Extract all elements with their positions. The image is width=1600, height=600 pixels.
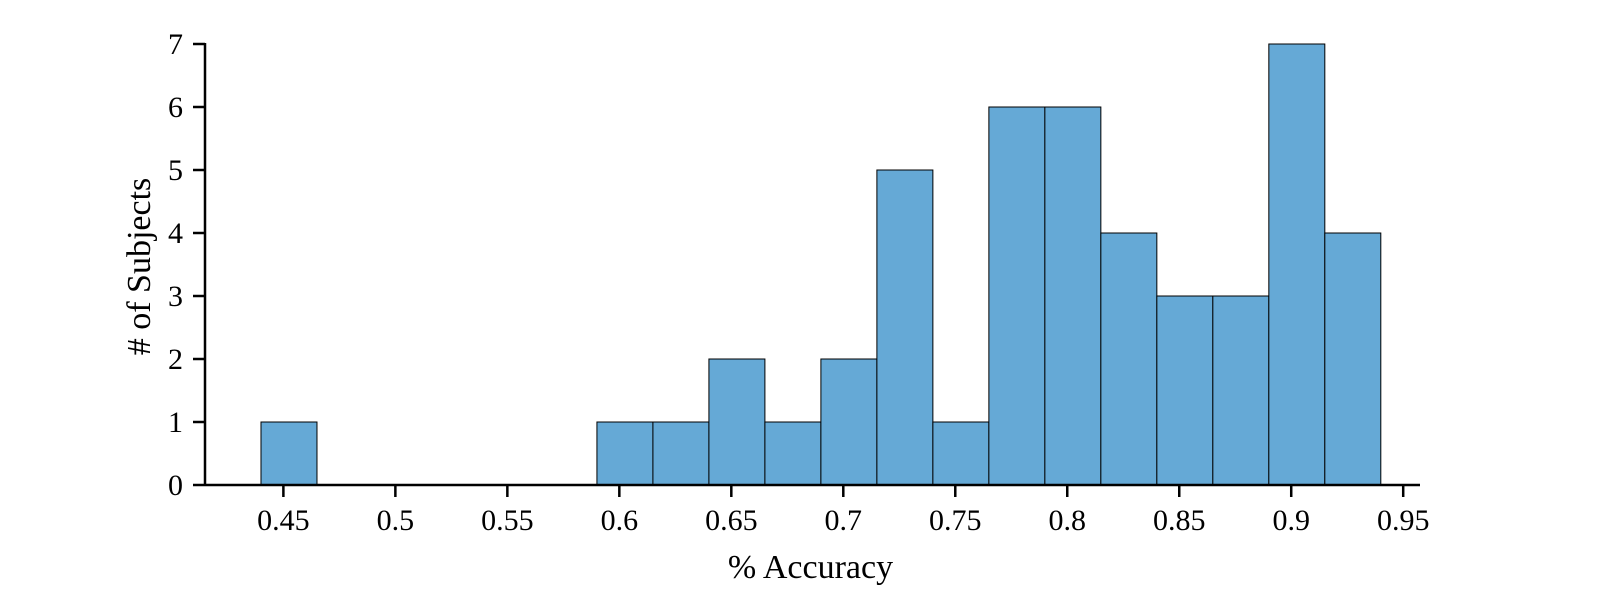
y-axis-ticks: 0 1 2 3 4 5 6 7 [168,28,205,502]
y-tick-label: 7 [168,28,183,61]
x-axis-title: % Accuracy [728,549,893,586]
x-tick-label: 0.55 [481,504,534,537]
y-axis-title: # of Subjects [121,178,158,356]
x-tick-label: 0.65 [705,504,758,537]
histogram-bar [596,421,654,486]
histogram-bar [932,421,990,486]
bars-group [260,43,1382,486]
y-tick-label: 5 [168,154,183,187]
x-tick-label: 0.9 [1272,504,1310,537]
x-tick-label: 0.7 [825,504,863,537]
y-tick-label: 2 [168,343,183,376]
x-tick-label: 0.8 [1049,504,1087,537]
histogram-bar [1100,232,1158,486]
x-tick-label: 0.75 [929,504,982,537]
x-tick-label: 0.45 [257,504,310,537]
x-tick-label: 0.5 [377,504,415,537]
y-tick-label: 3 [168,280,183,313]
x-tick-label: 0.6 [601,504,639,537]
y-tick-label: 4 [168,217,183,250]
histogram-bar [1324,232,1382,486]
y-tick-label: 6 [168,91,183,124]
histogram-bar [708,358,766,486]
y-tick-label: 0 [168,469,183,502]
histogram-bar [876,169,934,486]
histogram-bar [652,421,710,486]
histogram-bar [1268,43,1326,486]
x-axis-ticks: 0.45 0.5 0.55 0.6 0.65 0.7 0.75 0.8 0.85 0.9 0.95 [257,485,1429,537]
y-tick-label: 1 [168,406,183,439]
histogram-bar [988,106,1046,486]
x-tick-label: 0.85 [1153,504,1206,537]
histogram-bar [1212,295,1270,486]
histogram-bar [260,421,318,486]
histogram-bar [1044,106,1102,486]
histogram-bar [764,421,822,486]
histogram-bar [1156,295,1214,486]
histogram-bar [820,358,878,486]
x-tick-label: 0.95 [1377,504,1430,537]
